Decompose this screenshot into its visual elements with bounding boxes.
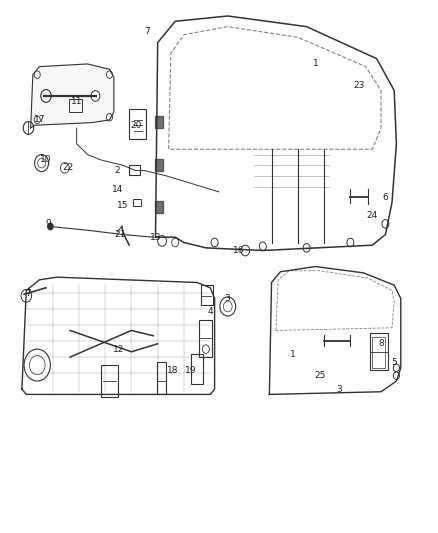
- Text: 9: 9: [45, 220, 51, 228]
- Text: 12: 12: [113, 345, 124, 353]
- Text: 5: 5: [391, 358, 397, 367]
- Bar: [199, 320, 212, 357]
- Circle shape: [48, 223, 53, 230]
- Bar: [201, 285, 213, 305]
- Text: 15: 15: [117, 201, 128, 209]
- Text: 1: 1: [290, 350, 296, 359]
- Bar: [101, 365, 118, 397]
- Text: 19: 19: [185, 366, 196, 375]
- Text: 17: 17: [34, 116, 45, 124]
- Text: 23: 23: [353, 81, 365, 90]
- Bar: [155, 159, 163, 171]
- Text: 21: 21: [115, 230, 126, 239]
- Text: 13: 13: [150, 233, 161, 241]
- Text: 22: 22: [62, 164, 74, 172]
- Polygon shape: [31, 64, 114, 128]
- Bar: [370, 333, 388, 370]
- Bar: [372, 337, 385, 368]
- Bar: [191, 354, 203, 384]
- Bar: [129, 165, 140, 175]
- Text: 11: 11: [71, 97, 82, 106]
- Bar: [133, 199, 141, 206]
- Bar: [155, 116, 163, 128]
- Text: 4: 4: [208, 308, 213, 316]
- Text: 7: 7: [144, 28, 150, 36]
- Text: 20: 20: [130, 121, 141, 130]
- Bar: [155, 201, 163, 213]
- Text: 24: 24: [367, 212, 378, 220]
- Bar: [129, 109, 146, 139]
- Text: 6: 6: [382, 193, 389, 201]
- Bar: [69, 99, 82, 112]
- Text: 3: 3: [224, 294, 230, 303]
- Text: 25: 25: [314, 372, 325, 380]
- Text: 7: 7: [25, 289, 32, 297]
- Text: 3: 3: [336, 385, 343, 393]
- Text: 1: 1: [312, 60, 318, 68]
- Text: 18: 18: [167, 366, 179, 375]
- Text: 16: 16: [233, 246, 244, 255]
- Bar: [157, 362, 166, 394]
- Text: 10: 10: [40, 156, 52, 164]
- Text: 8: 8: [378, 340, 384, 348]
- Text: 2: 2: [115, 166, 120, 175]
- Text: 14: 14: [112, 185, 123, 193]
